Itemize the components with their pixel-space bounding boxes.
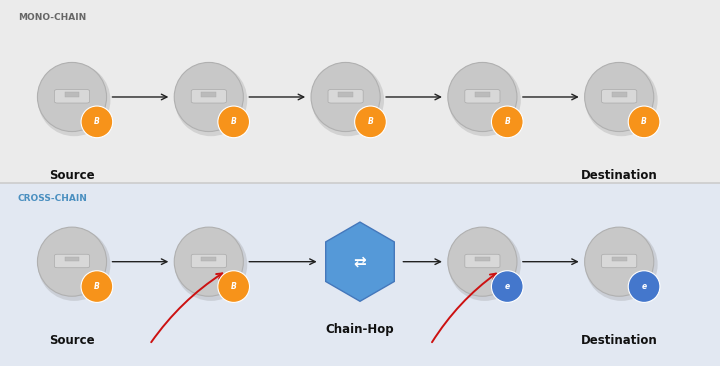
FancyBboxPatch shape [202, 92, 216, 97]
FancyBboxPatch shape [328, 90, 363, 103]
Text: ⇄: ⇄ [354, 254, 366, 269]
Ellipse shape [218, 271, 250, 302]
FancyBboxPatch shape [192, 254, 226, 268]
Ellipse shape [81, 106, 113, 138]
Ellipse shape [629, 271, 660, 302]
Ellipse shape [585, 227, 654, 296]
Ellipse shape [355, 106, 387, 138]
Text: Destination: Destination [581, 334, 657, 347]
Ellipse shape [585, 64, 657, 136]
Text: MONO-CHAIN: MONO-CHAIN [18, 13, 86, 22]
Ellipse shape [448, 227, 517, 296]
Ellipse shape [175, 64, 247, 136]
Ellipse shape [312, 64, 384, 136]
Ellipse shape [629, 106, 660, 138]
Text: B: B [230, 282, 237, 291]
FancyBboxPatch shape [192, 90, 226, 103]
Ellipse shape [81, 271, 113, 302]
Text: B: B [94, 282, 100, 291]
Bar [0, 0, 720, 183]
Ellipse shape [38, 228, 110, 301]
FancyBboxPatch shape [465, 254, 500, 268]
Ellipse shape [585, 228, 657, 301]
Text: B: B [367, 117, 374, 126]
Ellipse shape [492, 106, 523, 138]
Ellipse shape [174, 63, 243, 131]
FancyBboxPatch shape [475, 257, 490, 261]
Ellipse shape [218, 106, 250, 138]
FancyBboxPatch shape [612, 92, 626, 97]
Text: e: e [505, 282, 510, 291]
FancyBboxPatch shape [475, 92, 490, 97]
Text: B: B [230, 117, 237, 126]
Ellipse shape [448, 63, 517, 131]
Ellipse shape [38, 64, 110, 136]
Text: Chain-Hop: Chain-Hop [325, 323, 395, 336]
Text: B: B [504, 117, 510, 126]
FancyBboxPatch shape [55, 90, 89, 103]
FancyBboxPatch shape [65, 257, 79, 261]
FancyBboxPatch shape [612, 257, 626, 261]
Ellipse shape [449, 64, 521, 136]
Ellipse shape [449, 228, 521, 301]
Polygon shape [325, 222, 395, 301]
Ellipse shape [174, 227, 243, 296]
Bar [0, 183, 720, 366]
FancyBboxPatch shape [602, 90, 636, 103]
Ellipse shape [311, 63, 380, 131]
Text: B: B [641, 117, 647, 126]
Text: CROSS-CHAIN: CROSS-CHAIN [18, 194, 88, 203]
Ellipse shape [492, 271, 523, 302]
Text: B: B [94, 117, 100, 126]
Text: Source: Source [49, 334, 95, 347]
Ellipse shape [585, 63, 654, 131]
FancyBboxPatch shape [202, 257, 216, 261]
Text: Source: Source [49, 169, 95, 182]
FancyBboxPatch shape [65, 92, 79, 97]
FancyBboxPatch shape [55, 254, 89, 268]
Ellipse shape [37, 63, 107, 131]
Text: Destination: Destination [581, 169, 657, 182]
Text: e: e [642, 282, 647, 291]
FancyBboxPatch shape [338, 92, 353, 97]
FancyBboxPatch shape [465, 90, 500, 103]
FancyBboxPatch shape [602, 254, 636, 268]
Ellipse shape [37, 227, 107, 296]
Ellipse shape [175, 228, 247, 301]
